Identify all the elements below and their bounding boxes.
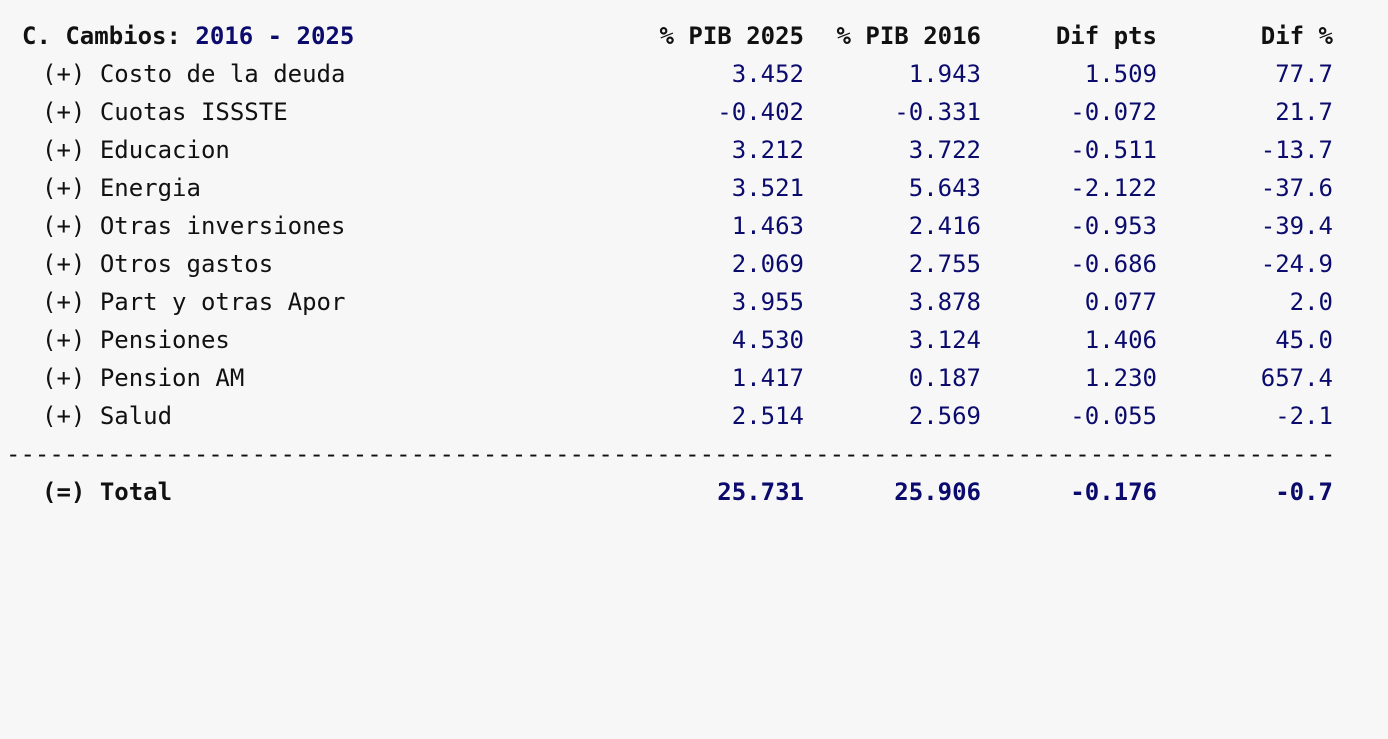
row-label: (+) Educacion <box>42 131 230 169</box>
row-name: Otros gastos <box>99 250 274 278</box>
row-prefix: (+) <box>42 288 86 316</box>
cell-dif-pct: -39.4 <box>1260 212 1333 240</box>
total-pib-2025: 25.731 <box>717 478 804 506</box>
row-name: Cuotas ISSSTE <box>99 98 288 126</box>
cell-pib-2016: 2.569 <box>908 402 981 430</box>
total-dif-pct: -0.7 <box>1275 478 1333 506</box>
col-header-pib-2025: % PIB 2025 <box>659 22 805 50</box>
cell-dif-pts: -0.511 <box>1070 136 1157 164</box>
col-header-dif-pts: Dif pts <box>1055 22 1157 50</box>
cell-dif-pct: 77.7 <box>1275 60 1333 88</box>
cell-pib-2016: 3.722 <box>908 136 981 164</box>
row-name: Total <box>99 478 173 506</box>
cell-dif-pct: 21.7 <box>1275 98 1333 126</box>
col-header-dif-pct: Dif % <box>1260 22 1333 50</box>
total-pib-2016: 25.906 <box>894 478 981 506</box>
table-row: (+) Costo de la deuda 3.452 1.943 1.509 77.7 <box>0 55 1388 93</box>
table-body: (+) Costo de la deuda 3.452 1.943 1.509 77.7… <box>0 55 1388 435</box>
cell-pib-2016: -0.331 <box>894 98 981 126</box>
row-label: (=) Total <box>42 473 172 511</box>
cell-pib-2016: 0.187 <box>908 364 981 392</box>
cell-dif-pts: 1.509 <box>1084 60 1157 88</box>
row-prefix: (+) <box>42 250 86 278</box>
row-label: (+) Part y otras Apor <box>42 283 345 321</box>
cell-pib-2025: 1.463 <box>731 212 804 240</box>
row-name: Part y otras Apor <box>99 288 346 316</box>
cell-dif-pts: -0.953 <box>1070 212 1157 240</box>
table-row: (+) Cuotas ISSSTE -0.402 -0.331 -0.072 21.7 <box>0 93 1388 131</box>
total-row: (=) Total 25.731 25.906 -0.176 -0.7 <box>0 473 1388 511</box>
cell-dif-pct: 2.0 <box>1289 288 1333 316</box>
cell-dif-pts: -0.686 <box>1070 250 1157 278</box>
table-header: C. Cambios: 2016 - 2025 % PIB 2025 % PIB… <box>0 17 1388 55</box>
cell-pib-2025: 3.212 <box>731 136 804 164</box>
cell-pib-2016: 2.416 <box>908 212 981 240</box>
table-title: C. Cambios: 2016 - 2025 <box>22 17 354 55</box>
table-row: (+) Otras inversiones 1.463 2.416 -0.953 -39… <box>0 207 1388 245</box>
table-row: (+) Salud 2.514 2.569 -0.055 -2.1 <box>0 397 1388 435</box>
row-label: (+) Pension AM <box>42 359 244 397</box>
row-label: (+) Otras inversiones <box>42 207 345 245</box>
cell-pib-2025: 4.530 <box>731 326 804 354</box>
row-label: (+) Otros gastos <box>42 245 273 283</box>
row-prefix: (+) <box>42 212 86 240</box>
cell-pib-2016: 2.755 <box>908 250 981 278</box>
cell-pib-2025: 2.514 <box>731 402 804 430</box>
table-row: (+) Pensiones 4.530 3.124 1.406 45.0 <box>0 321 1388 359</box>
cell-dif-pct: -13.7 <box>1260 136 1333 164</box>
table-row: (+) Otros gastos 2.069 2.755 -0.686 -24.9 <box>0 245 1388 283</box>
cell-pib-2016: 1.943 <box>908 60 981 88</box>
cell-pib-2025: 1.417 <box>731 364 804 392</box>
table-row: (+) Energia 3.521 5.643 -2.122 -37.6 <box>0 169 1388 207</box>
title-prefix: C. Cambios: <box>22 22 181 50</box>
separator-line: ----------------------------------------… <box>6 440 1334 468</box>
cell-dif-pts: -0.055 <box>1070 402 1157 430</box>
row-prefix: (+) <box>42 402 86 430</box>
cell-pib-2025: -0.402 <box>717 98 804 126</box>
row-prefix: (+) <box>42 136 86 164</box>
cell-dif-pts: 1.230 <box>1084 364 1157 392</box>
cell-pib-2025: 2.069 <box>731 250 804 278</box>
total-dif-pts: -0.176 <box>1070 478 1157 506</box>
table-row: (+) Part y otras Apor 3.955 3.878 0.077 2.0 <box>0 283 1388 321</box>
table-row: (+) Educacion 3.212 3.722 -0.511 -13.7 <box>0 131 1388 169</box>
row-prefix: (=) <box>42 478 86 506</box>
cell-dif-pct: 657.4 <box>1260 364 1333 392</box>
cell-dif-pts: -0.072 <box>1070 98 1157 126</box>
cell-dif-pct: -37.6 <box>1260 174 1333 202</box>
cell-dif-pct: -2.1 <box>1275 402 1333 430</box>
cell-pib-2016: 3.124 <box>908 326 981 354</box>
cell-dif-pct: -24.9 <box>1260 250 1333 278</box>
year-range: 2016 - 2025 <box>195 22 355 50</box>
row-name: Salud <box>99 402 173 430</box>
row-label: (+) Salud <box>42 397 172 435</box>
cell-dif-pts: 1.406 <box>1084 326 1157 354</box>
row-name: Educacion <box>99 136 230 164</box>
cell-pib-2025: 3.955 <box>731 288 804 316</box>
cell-pib-2016: 3.878 <box>908 288 981 316</box>
cell-pib-2025: 3.521 <box>731 174 804 202</box>
row-name: Energia <box>99 174 201 202</box>
cell-dif-pct: 45.0 <box>1275 326 1333 354</box>
row-prefix: (+) <box>42 326 86 354</box>
cell-pib-2016: 5.643 <box>908 174 981 202</box>
row-name: Otras inversiones <box>99 212 346 240</box>
row-name: Pensiones <box>99 326 230 354</box>
row-label: (+) Costo de la deuda <box>42 55 345 93</box>
row-prefix: (+) <box>42 98 86 126</box>
cell-dif-pts: -2.122 <box>1070 174 1157 202</box>
output-table: C. Cambios: 2016 - 2025 % PIB 2025 % PIB… <box>0 17 1388 511</box>
row-name: Pension AM <box>99 364 245 392</box>
cell-pib-2025: 3.452 <box>731 60 804 88</box>
table-row: (+) Pension AM 1.417 0.187 1.230 657.4 <box>0 359 1388 397</box>
cell-dif-pts: 0.077 <box>1084 288 1157 316</box>
row-name: Costo de la deuda <box>99 60 346 88</box>
row-prefix: (+) <box>42 174 86 202</box>
col-header-pib-2016: % PIB 2016 <box>836 22 982 50</box>
row-label: (+) Energia <box>42 169 201 207</box>
row-label: (+) Pensiones <box>42 321 230 359</box>
row-prefix: (+) <box>42 60 86 88</box>
row-prefix: (+) <box>42 364 86 392</box>
row-label: (+) Cuotas ISSSTE <box>42 93 288 131</box>
